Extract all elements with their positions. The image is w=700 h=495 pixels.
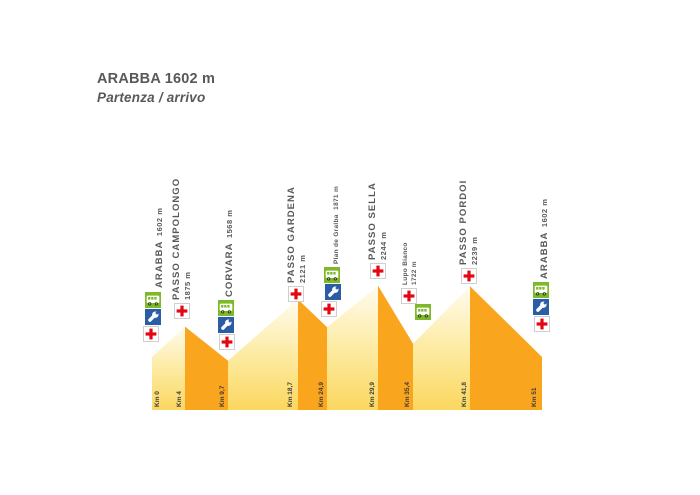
bus-icon xyxy=(533,282,549,298)
waypoint-name: CORVARA xyxy=(224,242,235,297)
waypoint-name: ARABBA xyxy=(539,231,550,279)
km-marker: Km 51 xyxy=(531,387,538,407)
waypoint-label: Plan de Gralba 1871 m xyxy=(326,186,342,264)
waypoint-name: PASSO SELLA xyxy=(367,182,378,260)
waypoint-elevation: 2239 m xyxy=(469,236,479,265)
waypoint-elevation: 2244 m xyxy=(378,231,388,260)
descent-segment xyxy=(298,299,327,410)
wrench-icon xyxy=(325,284,341,300)
first-aid-icon xyxy=(321,301,337,317)
waypoint-label: PASSO GARDENA 2121 m xyxy=(286,186,307,283)
bus-icon xyxy=(218,300,234,316)
climb-segment xyxy=(413,286,470,410)
bus-icon xyxy=(415,304,431,320)
route-title: ARABBA 1602 m xyxy=(97,71,216,87)
waypoint-elevation: 1568 m xyxy=(225,209,234,239)
first-aid-icon xyxy=(401,288,417,304)
waypoint-label: PASSO SELLA 2244 m xyxy=(367,182,388,260)
km-marker: Km 24,9 xyxy=(318,382,325,407)
waypoint-elevation: 1871 m xyxy=(333,185,340,210)
km-marker: Km 4 xyxy=(176,391,183,407)
first-aid-icon xyxy=(534,316,550,332)
waypoint-label: CORVARA 1568 m xyxy=(220,210,236,297)
waypoint-name: Lupo Bianco xyxy=(402,242,409,285)
climb-segment xyxy=(152,326,185,410)
waypoint-elevation: 2121 m xyxy=(297,254,307,283)
first-aid-icon xyxy=(370,263,386,279)
bus-icon xyxy=(145,292,161,308)
title-block: ARABBA 1602 m Partenza / arrivo xyxy=(97,71,215,105)
waypoint-name: Plan de Gralba xyxy=(333,214,340,264)
descent-segment xyxy=(185,326,228,410)
waypoint-name: PASSO GARDENA xyxy=(286,186,297,283)
waypoint-label: PASSO PORDOI 2239 m xyxy=(458,179,479,265)
wrench-icon xyxy=(145,309,161,325)
waypoint-elevation: 1602 m xyxy=(540,198,549,228)
wrench-icon xyxy=(533,299,549,315)
waypoint-name: PASSO CAMPOLONGO xyxy=(171,177,182,300)
first-aid-icon xyxy=(143,326,159,342)
km-marker: Km 18,7 xyxy=(287,382,294,407)
waypoint-elevation: 1722 m xyxy=(410,261,418,285)
climb-segment xyxy=(327,285,378,410)
waypoint-elevation: 1875 m xyxy=(182,271,192,300)
waypoint-name: ARABBA xyxy=(154,240,165,288)
climb-segment xyxy=(228,299,298,410)
wrench-icon xyxy=(218,317,234,333)
waypoint-label: Lupo Bianco 1722 m xyxy=(402,242,418,285)
waypoint-label: ARABBA 1602 m xyxy=(150,208,166,288)
waypoint-elevation: 1602 m xyxy=(155,207,164,237)
km-marker: Km 29,9 xyxy=(369,382,376,407)
waypoint-name: PASSO PORDOI xyxy=(458,179,469,265)
bus-icon xyxy=(324,267,340,283)
route-subtitle: Partenza / arrivo xyxy=(97,90,206,105)
first-aid-icon xyxy=(461,268,477,284)
first-aid-icon xyxy=(288,286,304,302)
descent-segment xyxy=(378,285,413,410)
km-marker: Km 9,7 xyxy=(219,385,226,407)
first-aid-icon xyxy=(219,334,235,350)
km-marker: Km 41,8 xyxy=(461,382,468,407)
waypoint-label: ARABBA 1602 m xyxy=(535,199,551,279)
profile-segments xyxy=(152,285,542,410)
first-aid-icon xyxy=(174,303,190,319)
km-marker: Km 0 xyxy=(154,391,161,407)
km-marker: Km 35,4 xyxy=(404,382,411,407)
descent-segment xyxy=(470,286,542,410)
waypoint-label: PASSO CAMPOLONGO 1875 m xyxy=(171,177,192,300)
